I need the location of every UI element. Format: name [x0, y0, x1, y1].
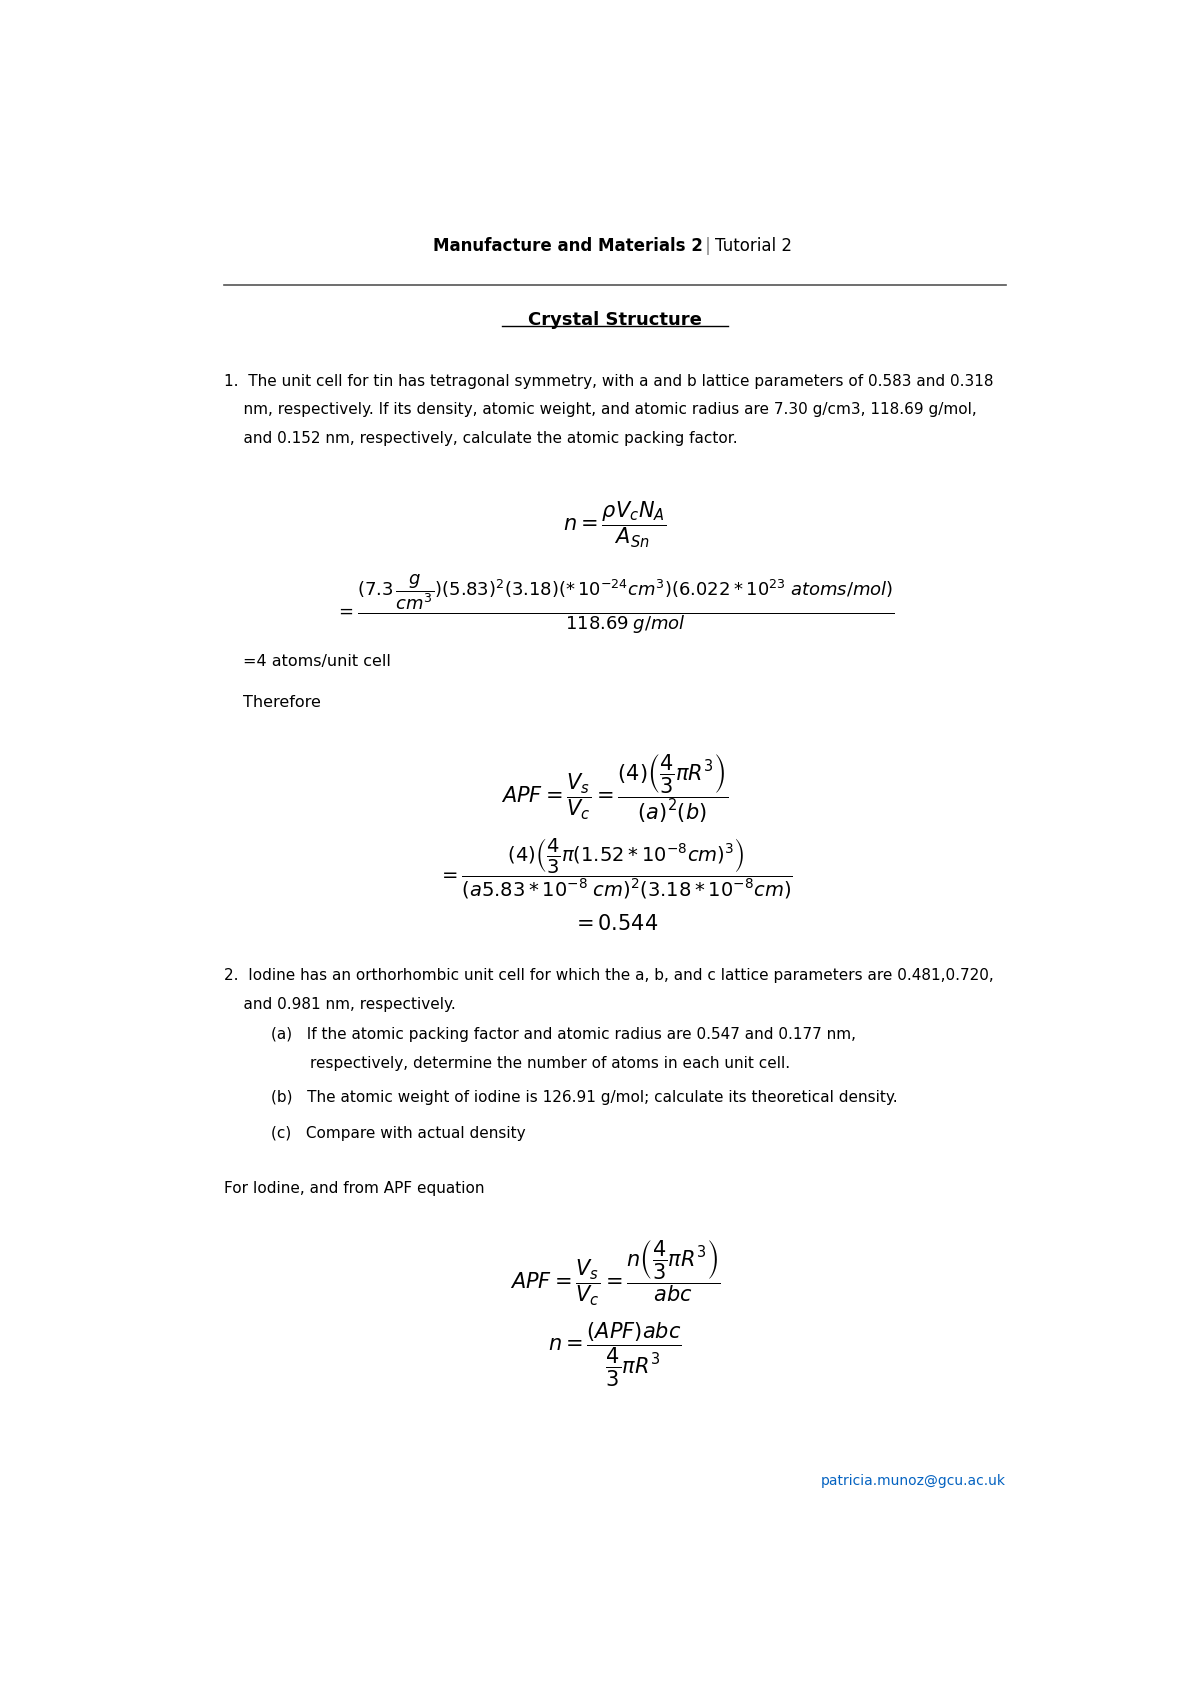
Text: (c)   Compare with actual density: (c) Compare with actual density — [271, 1127, 526, 1140]
Text: $n = \dfrac{\rho V_c N_A}{A_{Sn}}$: $n = \dfrac{\rho V_c N_A}{A_{Sn}}$ — [563, 501, 667, 550]
Text: (b)   The atomic weight of iodine is 126.91 g/mol; calculate its theoretical den: (b) The atomic weight of iodine is 126.9… — [271, 1089, 898, 1105]
Text: $= \dfrac{(7.3\,\dfrac{g}{cm^3})(5.83)^2(3.18)(*\,10^{-24}cm^3)(6.022 * 10^{23}\: $= \dfrac{(7.3\,\dfrac{g}{cm^3})(5.83)^2… — [335, 572, 895, 635]
Text: $= 0.544$: $= 0.544$ — [572, 915, 658, 935]
Text: and 0.981 nm, respectively.: and 0.981 nm, respectively. — [224, 996, 456, 1011]
Text: $n = \dfrac{(APF)abc}{\dfrac{4}{3}\pi R^3}$: $n = \dfrac{(APF)abc}{\dfrac{4}{3}\pi R^… — [548, 1320, 682, 1388]
Text: $APF = \dfrac{V_s}{V_c} = \dfrac{(4)\left(\dfrac{4}{3}\pi R^3\right)}{(a)^2(b)}$: $APF = \dfrac{V_s}{V_c} = \dfrac{(4)\lef… — [502, 752, 728, 825]
Text: and 0.152 nm, respectively, calculate the atomic packing factor.: and 0.152 nm, respectively, calculate th… — [224, 431, 738, 446]
Text: =4 atoms/unit cell: =4 atoms/unit cell — [242, 655, 391, 669]
Text: 1.  The unit cell for tin has tetragonal symmetry, with a and b lattice paramete: 1. The unit cell for tin has tetragonal … — [224, 373, 994, 389]
Text: (a)   If the atomic packing factor and atomic radius are 0.547 and 0.177 nm,: (a) If the atomic packing factor and ato… — [271, 1027, 856, 1042]
Text: nm, respectively. If its density, atomic weight, and atomic radius are 7.30 g/cm: nm, respectively. If its density, atomic… — [224, 402, 977, 417]
Text: $= \dfrac{(4)\left(\dfrac{4}{3}\pi(1.52 * 10^{-8}cm)^3\right)}{(a5.83 * 10^{-8}\: $= \dfrac{(4)\left(\dfrac{4}{3}\pi(1.52 … — [438, 837, 792, 901]
Text: $APF = \dfrac{V_s}{V_c} = \dfrac{n\left(\dfrac{4}{3}\pi R^3\right)}{abc}$: $APF = \dfrac{V_s}{V_c} = \dfrac{n\left(… — [510, 1239, 720, 1308]
Text: |: | — [706, 238, 710, 255]
Text: Tutorial 2: Tutorial 2 — [714, 238, 792, 255]
Text: For Iodine, and from APF equation: For Iodine, and from APF equation — [224, 1181, 485, 1196]
Text: Therefore: Therefore — [242, 696, 320, 709]
Text: Crystal Structure: Crystal Structure — [528, 311, 702, 329]
Text: 2.  Iodine has an orthorhombic unit cell for which the a, b, and c lattice param: 2. Iodine has an orthorhombic unit cell … — [224, 967, 994, 983]
Text: patricia.munoz@gcu.ac.uk: patricia.munoz@gcu.ac.uk — [821, 1473, 1006, 1488]
Text: respectively, determine the number of atoms in each unit cell.: respectively, determine the number of at… — [271, 1056, 790, 1071]
Text: Manufacture and Materials 2: Manufacture and Materials 2 — [433, 238, 703, 255]
